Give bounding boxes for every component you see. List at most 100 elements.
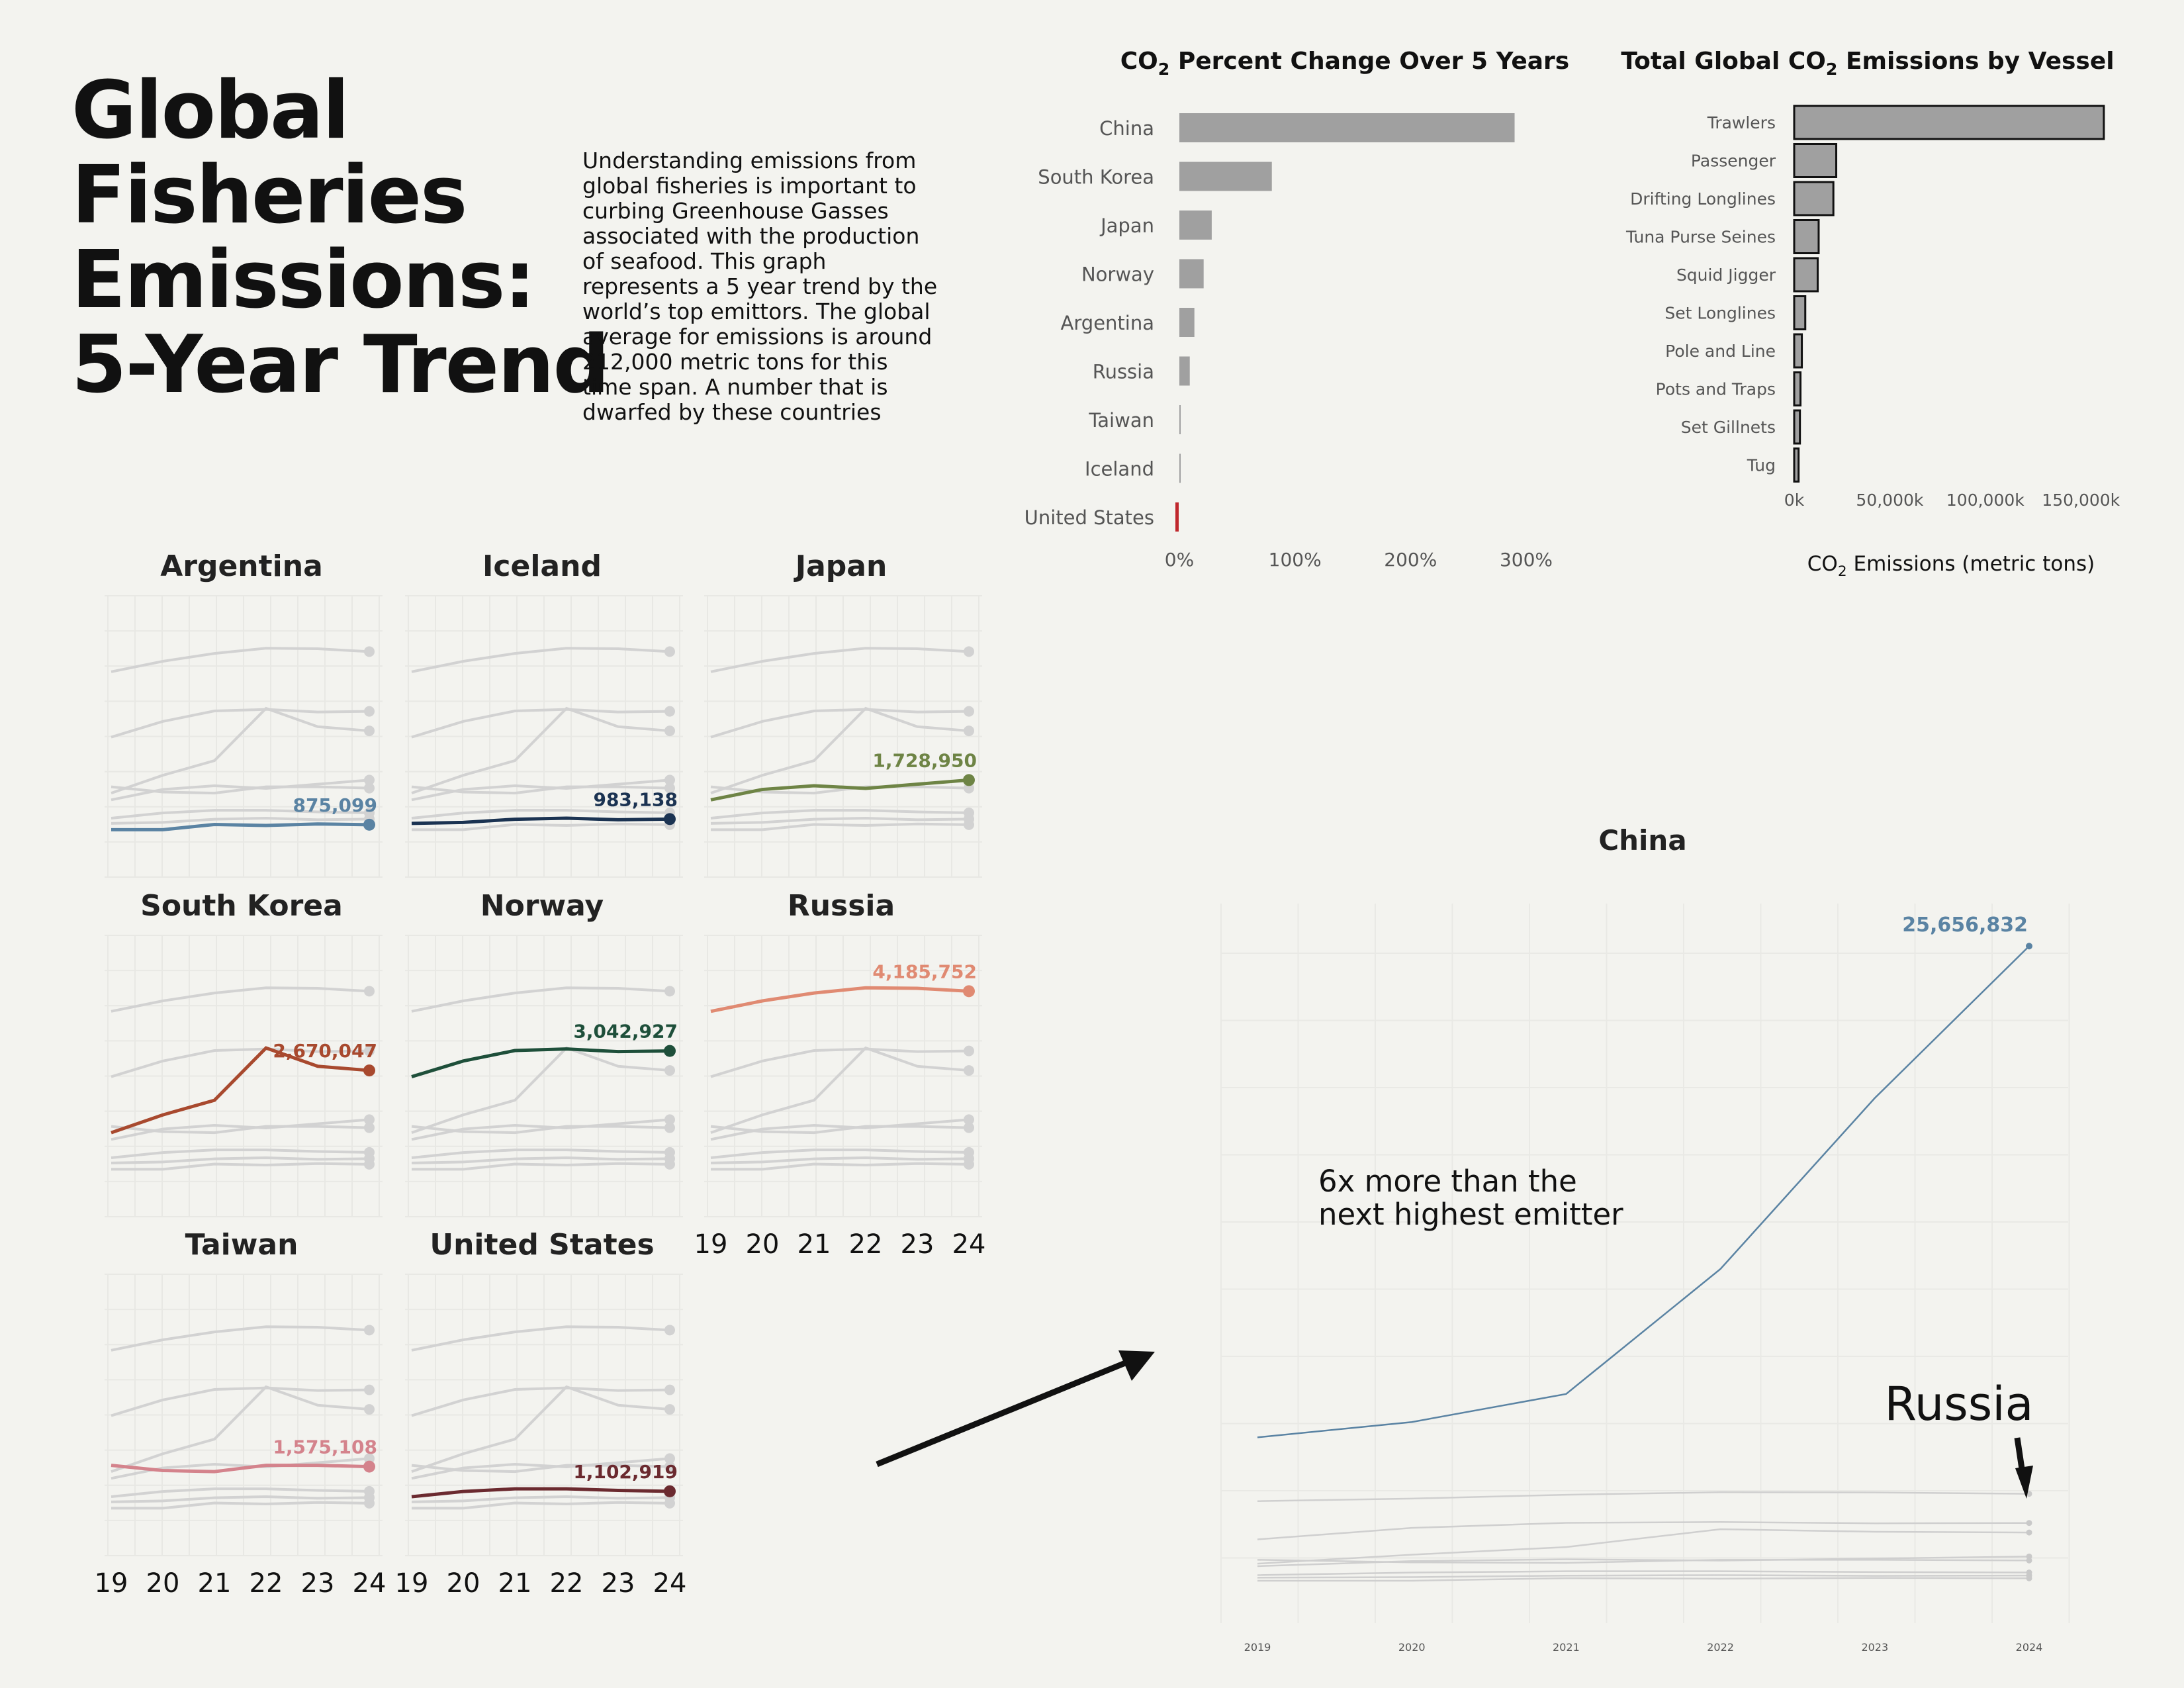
title-line: Emissions: [71, 234, 535, 326]
series-line-gray [111, 1125, 370, 1135]
series-line-gray [711, 822, 970, 831]
category-label: Pots and Traps [1656, 380, 1776, 399]
bar [1179, 162, 1272, 191]
series-endpoint-gray [664, 1453, 675, 1464]
title-line: Global [71, 65, 349, 157]
series-endpoint-gray [364, 1045, 375, 1056]
series-endpoint-gray [964, 706, 974, 717]
series-line-gray [111, 1047, 370, 1078]
series-line-gray [411, 1125, 670, 1135]
series-endpoint-gray [364, 1147, 375, 1158]
category-label: Set Gillnets [1681, 418, 1776, 437]
series-line-gray [111, 1162, 370, 1171]
series-endpoint-gray [664, 706, 675, 717]
series-endpoint-gray [364, 782, 375, 794]
tick-label: 2024 [2016, 1641, 2043, 1654]
tick-label: 0% [1165, 549, 1194, 571]
series-endpoint-gray [2026, 1557, 2032, 1564]
data-label: 3,042,927 [573, 1021, 678, 1043]
series-endpoint-gray [664, 646, 675, 657]
chart-title: China [1598, 824, 1686, 857]
tick-label: 20 [746, 1229, 780, 1260]
series-endpoint-gray [964, 1122, 974, 1133]
category-label: Russia [1093, 361, 1154, 383]
tick-label: 200% [1384, 549, 1437, 571]
axis-label: CO2 Emissions (metric tons) [1807, 552, 2095, 580]
category-label: Trawlers [1707, 113, 1776, 132]
category-label: Pole and Line [1665, 342, 1776, 361]
category-label: Norway [1081, 263, 1154, 286]
tick-label: 0k [1784, 491, 1805, 510]
series-line-gray [111, 1385, 370, 1473]
series-endpoint-gray [2026, 1520, 2032, 1526]
tick-label: 19 [95, 1568, 128, 1599]
title-line: 5-Year Trend [71, 319, 610, 411]
series-line-gray [111, 816, 370, 825]
series-line-gray [111, 1149, 370, 1159]
series-endpoint-gray [364, 774, 375, 786]
bar [1179, 259, 1204, 289]
series-line-gray [411, 708, 670, 739]
series-endpoint [363, 1064, 375, 1077]
tick-label: 22 [250, 1568, 283, 1599]
tick-label: 24 [653, 1568, 687, 1599]
category-label: Argentina [1061, 312, 1154, 334]
series-line-gray [411, 1046, 670, 1134]
series-endpoint-gray [664, 1122, 675, 1133]
series-endpoint-gray [964, 1114, 974, 1125]
series-endpoint-gray [964, 1065, 974, 1076]
series-endpoint-gray [364, 726, 375, 737]
series-line-gray [710, 1047, 970, 1078]
panel-title: Japan [794, 549, 887, 583]
category-label: China [1099, 117, 1154, 140]
series-line-gray [1257, 1521, 2030, 1540]
data-label: 1,575,108 [273, 1436, 377, 1458]
annotation-arrow [876, 1357, 1133, 1468]
panel-iceland: Iceland 983,138 [405, 549, 683, 878]
series-line-gray [711, 1162, 970, 1171]
category-label: Taiwan [1088, 409, 1154, 432]
series-line-gray [111, 1487, 370, 1498]
arrow-head [2015, 1466, 2033, 1499]
data-label: 2,670,047 [273, 1040, 377, 1062]
panel-title: Argentina [160, 549, 323, 583]
bar [1793, 447, 1800, 483]
category-label: Squid Jigger [1676, 265, 1776, 285]
series-endpoint [664, 1485, 676, 1497]
bar [1793, 219, 1820, 254]
series-line-gray [411, 706, 670, 794]
series-endpoint-gray [364, 1114, 375, 1125]
series-line-gray [411, 1386, 670, 1417]
series-line-gray [411, 809, 670, 820]
tick-label: 2021 [1553, 1641, 1580, 1654]
series-line-gray [111, 706, 370, 794]
tick-label: 50,000k [1856, 491, 1923, 510]
bar [1179, 211, 1212, 240]
series-endpoint-gray [664, 1461, 675, 1472]
series-endpoint-gray [364, 1122, 375, 1133]
series-line-gray [411, 1495, 670, 1503]
series-line-gray [111, 785, 370, 795]
series-endpoint-gray [664, 774, 675, 786]
series-line [111, 822, 370, 831]
series-line [411, 1047, 670, 1078]
series-endpoint-gray [964, 726, 974, 737]
chart-title: Total Global CO2 Emissions by Vessel [1621, 48, 2114, 79]
series-endpoint-gray [364, 807, 375, 818]
series-endpoint [363, 818, 375, 831]
bar [1793, 333, 1803, 369]
series-line-gray [111, 1156, 370, 1164]
series-endpoint-gray [364, 1485, 375, 1497]
tick-label: 300% [1500, 549, 1553, 571]
arrow-head [1118, 1350, 1155, 1381]
series-line-gray [710, 816, 970, 825]
series-line-gray [411, 647, 670, 673]
series-endpoint-gray [364, 986, 375, 997]
bar [1793, 257, 1819, 293]
series-line-gray [411, 1385, 670, 1473]
panel-united-states: United States 1,102,919 19 20 21 22 23 24 [395, 1228, 687, 1599]
tick-label: 21 [498, 1568, 532, 1599]
panel-norway: Norway 3,042,927 [405, 889, 683, 1217]
